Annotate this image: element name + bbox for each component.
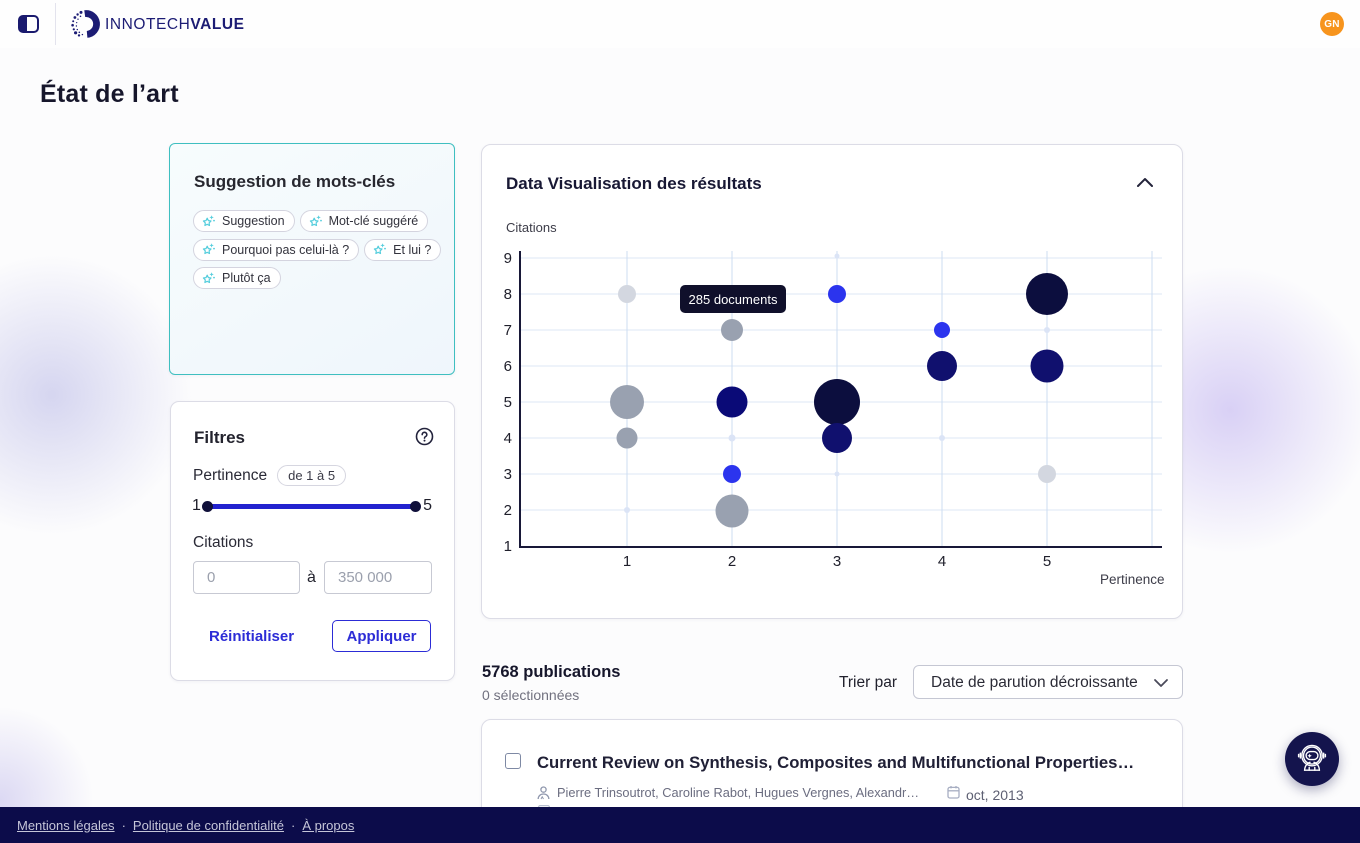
svg-text:5: 5 [504, 394, 512, 411]
svg-text:9: 9 [504, 250, 512, 267]
svg-text:4: 4 [504, 430, 512, 447]
svg-text:6: 6 [504, 358, 512, 375]
svg-text:5: 5 [1043, 553, 1051, 570]
svg-text:8: 8 [504, 286, 512, 303]
svg-text:4: 4 [938, 553, 946, 570]
svg-text:1: 1 [504, 538, 512, 555]
svg-text:7: 7 [504, 322, 512, 339]
svg-text:3: 3 [833, 553, 841, 570]
svg-text:3: 3 [504, 466, 512, 483]
svg-text:2: 2 [504, 502, 512, 519]
svg-text:1: 1 [623, 553, 631, 570]
svg-text:2: 2 [728, 553, 736, 570]
